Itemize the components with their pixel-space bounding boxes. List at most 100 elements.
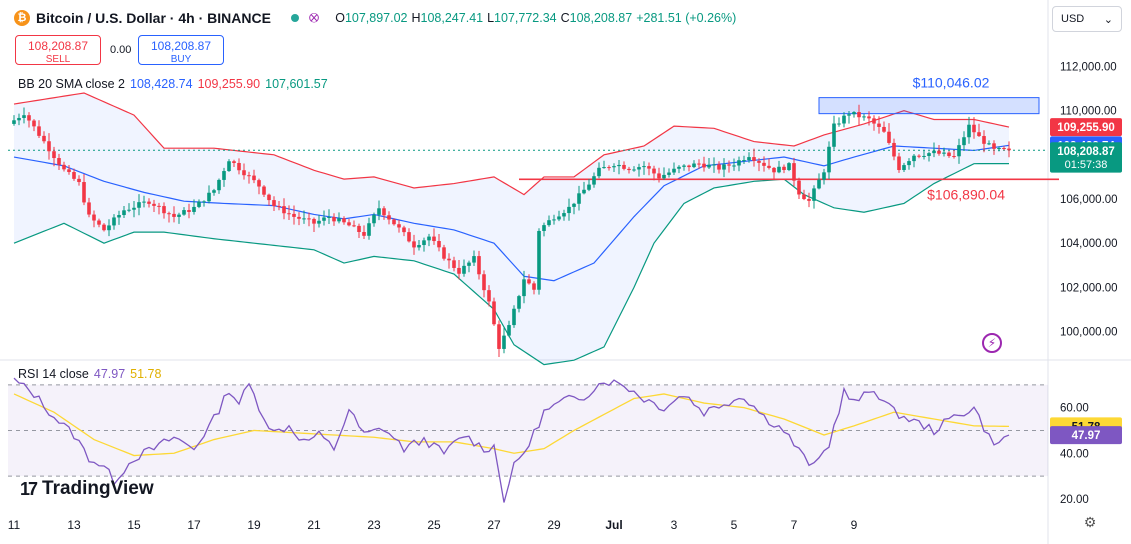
gear-icon[interactable]: ⚙ xyxy=(1083,514,1097,530)
candle-body xyxy=(537,230,541,290)
currency-select[interactable]: USD ⌄ xyxy=(1052,6,1122,32)
candle-body xyxy=(1002,148,1006,150)
share-icon[interactable]: ⭙ xyxy=(308,10,320,25)
candle-body xyxy=(837,123,841,125)
x-axis-tick-label: 17 xyxy=(187,518,201,532)
candle-body xyxy=(917,155,921,157)
candle-body xyxy=(582,189,586,194)
ohlc-values: O107,897.02 H108,247.41 L107,772.34 C108,20… xyxy=(335,11,736,25)
lightning-icon[interactable]: ⚡ xyxy=(982,333,1002,353)
candle-body xyxy=(512,308,516,326)
ohlc-item: O107,897.02 xyxy=(335,11,407,25)
price-axis-tick-label: 100,000.00 xyxy=(1060,327,1118,339)
sell-button[interactable]: 108,208.87 SELL xyxy=(15,35,101,65)
candle-body xyxy=(347,222,351,226)
market-open-dot-icon xyxy=(290,14,299,22)
candle-body xyxy=(817,179,821,189)
x-axis-tick-label: 3 xyxy=(671,518,678,532)
candle-body xyxy=(142,201,146,203)
candle-body xyxy=(62,164,66,170)
candle-body xyxy=(452,260,456,268)
candle-body xyxy=(657,173,661,179)
candle-body xyxy=(822,172,826,180)
candle-body xyxy=(447,258,451,261)
candle-body xyxy=(227,161,231,172)
candle-body xyxy=(267,194,271,201)
x-axis-tick-label: 21 xyxy=(307,518,321,532)
candle-body xyxy=(462,265,466,274)
candle-body xyxy=(942,152,946,154)
buy-label: BUY xyxy=(170,54,192,65)
candles xyxy=(12,104,1011,357)
candle-body xyxy=(342,218,346,223)
candle-body xyxy=(877,123,881,127)
countdown-tag: 01:57:38 xyxy=(1065,159,1108,171)
rsi-legend-value: 47.97 xyxy=(93,367,126,381)
candle-body xyxy=(167,213,171,215)
candle-body xyxy=(247,175,251,177)
candle-body xyxy=(497,324,501,349)
candle-body xyxy=(722,164,726,170)
rsi-ma-line xyxy=(13,393,1010,457)
candle-body xyxy=(382,208,386,216)
ohlc-value: 107,897.02 xyxy=(344,11,408,25)
candle-body xyxy=(952,156,956,158)
candle-body xyxy=(77,178,81,183)
candle-body xyxy=(622,164,626,169)
candle-body xyxy=(192,206,196,212)
rsi-axis-tick-label: 40.00 xyxy=(1060,448,1089,460)
x-axis-tick-label: Jul xyxy=(605,518,622,532)
candle-body xyxy=(847,114,851,116)
symbol-title[interactable]: Bitcoin / U.S. Dollar · 4h · BINANCE xyxy=(36,10,271,26)
candle-body xyxy=(262,186,266,195)
ohlc-key: C xyxy=(560,11,570,25)
candle-body xyxy=(697,163,701,165)
candle-body xyxy=(212,190,216,193)
candle-body xyxy=(792,163,796,181)
buy-button[interactable]: 108,208.87 BUY xyxy=(138,35,224,65)
candle-body xyxy=(292,213,296,217)
candle-body xyxy=(812,188,816,201)
candle-body xyxy=(117,215,121,218)
candle-body xyxy=(252,175,256,181)
rsi-legend[interactable]: RSI 14 close 47.97 51.78 xyxy=(18,367,161,381)
candle-body xyxy=(502,335,506,349)
candle-body xyxy=(287,213,291,215)
range-box-label: $110,046.02 xyxy=(913,75,990,91)
bb-basis-line xyxy=(13,144,1010,282)
candle-body xyxy=(472,256,476,263)
candle-body xyxy=(207,192,211,202)
candle-body xyxy=(892,142,896,157)
candle-body xyxy=(177,214,181,217)
candle-body xyxy=(57,158,61,165)
candle-body xyxy=(307,218,311,220)
candle-body xyxy=(982,136,986,144)
rsi-legend-ma: 51.78 xyxy=(130,367,162,381)
x-axis-tick-label: 15 xyxy=(127,518,141,532)
candle-body xyxy=(947,152,951,157)
x-axis-tick-label: 11 xyxy=(8,518,21,532)
candle-body xyxy=(17,117,21,121)
candle-body xyxy=(137,202,141,208)
price-axis-tick-label: 112,000.00 xyxy=(1060,62,1117,74)
bb-legend[interactable]: BB 20 SMA close 2 108,428.74 109,255.90 … xyxy=(18,77,328,91)
candle-body xyxy=(487,290,491,302)
candle-body xyxy=(762,162,766,166)
candle-body xyxy=(112,217,116,226)
candle-body xyxy=(787,163,791,171)
candle-body xyxy=(702,163,706,168)
range-box-annotation xyxy=(818,97,1040,115)
candle-body xyxy=(737,160,741,166)
candle-body xyxy=(202,201,206,203)
candle-body xyxy=(332,216,336,222)
candle-body xyxy=(957,145,961,157)
candle-body xyxy=(617,164,621,167)
candle-body xyxy=(557,216,561,220)
support-line-label: $106,890.04 xyxy=(927,186,1005,202)
candle-body xyxy=(432,236,436,242)
candle-body xyxy=(637,167,641,170)
candle-body xyxy=(27,115,31,121)
candle-body xyxy=(157,205,161,207)
x-axis-tick-label: 25 xyxy=(427,518,441,532)
